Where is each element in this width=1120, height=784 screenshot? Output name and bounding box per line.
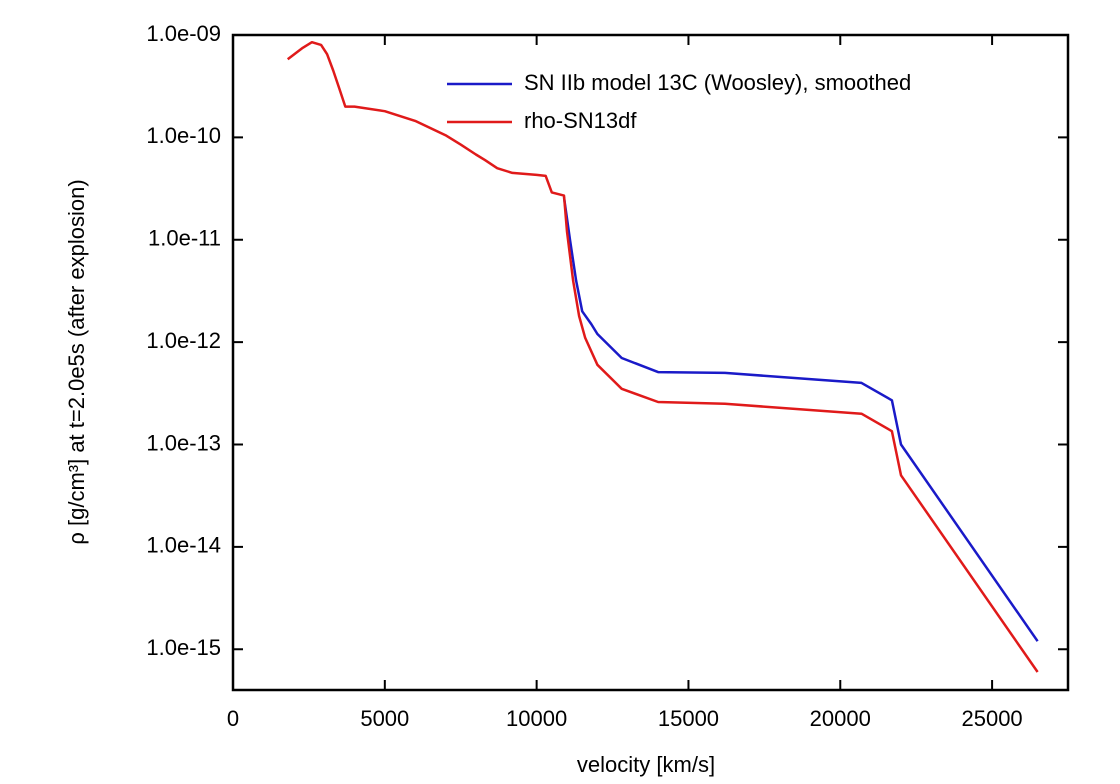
series-line	[286, 40, 1039, 673]
y-tick-label: 1.0e-15	[146, 635, 221, 660]
x-axis-label: velocity [km/s]	[577, 752, 715, 777]
x-tick-label: 15000	[658, 706, 719, 731]
x-tick-label: 5000	[360, 706, 409, 731]
x-tick-label: 10000	[506, 706, 567, 731]
legend-label: rho-SN13df	[524, 108, 637, 133]
y-axis-label: ρ [g/cm³] at t=2.0e5s (after explosion)	[64, 179, 89, 544]
x-tick-label: 0	[227, 706, 239, 731]
plot-frame	[231, 33, 1070, 692]
y-tick-label: 1.0e-12	[146, 328, 221, 353]
legend-label: SN IIb model 13C (Woosley), smoothed	[524, 70, 911, 95]
x-tick-label: 25000	[961, 706, 1022, 731]
series-line	[562, 197, 1039, 642]
y-tick-label: 1.0e-11	[148, 226, 221, 251]
y-tick-label: 1.0e-10	[146, 123, 221, 148]
y-tick-label: 1.0e-14	[146, 533, 221, 558]
y-tick-label: 1.0e-13	[146, 430, 221, 455]
x-tick-label: 20000	[810, 706, 871, 731]
y-tick-label: 1.0e-09	[146, 21, 221, 46]
